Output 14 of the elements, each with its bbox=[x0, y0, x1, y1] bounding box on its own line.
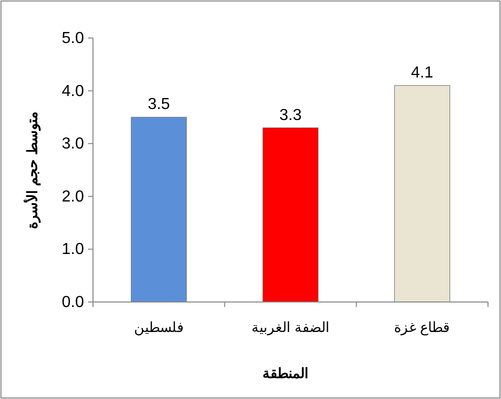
y-tick-label: 3.0 bbox=[62, 136, 84, 153]
data-label: 4.1 bbox=[411, 64, 434, 82]
y-tick-label: 0.0 bbox=[62, 294, 84, 311]
x-axis-title: المنطقة bbox=[262, 365, 308, 381]
y-axis-title: متوسط حجم الأسرة bbox=[23, 111, 41, 229]
data-label: 3.5 bbox=[148, 96, 170, 114]
y-tick-label: 4.0 bbox=[62, 82, 84, 100]
y-tick-label: 1.0 bbox=[62, 241, 84, 258]
x-tick-label: فلسطين bbox=[134, 319, 184, 336]
x-tick-label: الضفة الغربية bbox=[252, 319, 330, 336]
data-label: 3.3 bbox=[279, 106, 302, 124]
y-tick-label: 2.0 bbox=[62, 188, 84, 206]
x-tick-label: قطاع غزة bbox=[394, 319, 450, 336]
y-tick-label: 5.0 bbox=[62, 30, 84, 47]
